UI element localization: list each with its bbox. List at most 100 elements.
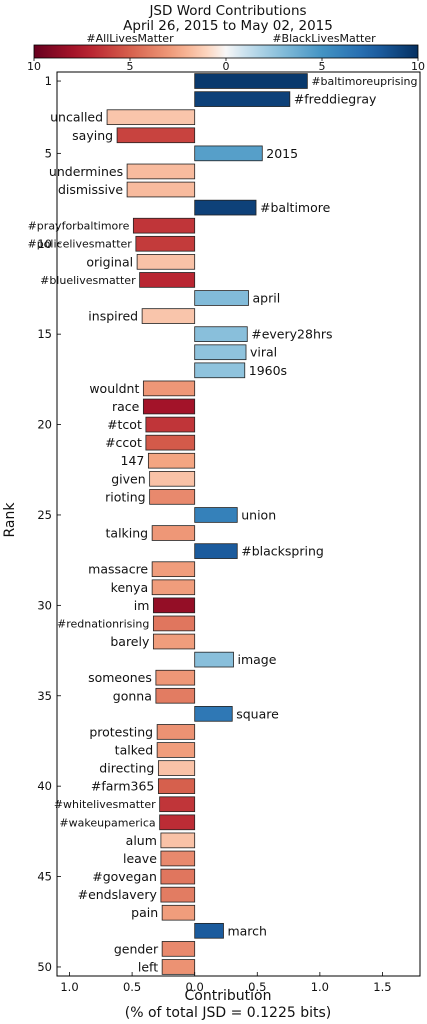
bar-label-34: someones (88, 670, 152, 685)
plot-area: #baltimoreuprising #freddiegray uncalled sa… (27, 71, 421, 994)
y-tick-label: 30 (37, 598, 52, 612)
bar-label-45: #govegan (92, 869, 157, 884)
bar-label-14: inspired (88, 309, 138, 324)
bar-label-47: pain (131, 905, 158, 920)
bar-label-3: uncalled (50, 110, 103, 125)
x-tick-label: 0.5 (248, 980, 266, 994)
bar-label-15: #every28hrs (251, 327, 332, 342)
bar-2 (194, 91, 291, 107)
bar-39 (157, 760, 196, 776)
bar-34 (155, 669, 196, 686)
bar-11 (136, 254, 196, 270)
bar-label-12: #bluelivesmatter (40, 274, 136, 287)
x-axis-label: Contribution (185, 988, 272, 1004)
bar-4 (116, 127, 196, 144)
bar-10 (135, 235, 196, 252)
bar-label-23: given (111, 471, 145, 486)
bar-label-4: saying (72, 128, 113, 143)
bar-32 (152, 633, 196, 650)
bar-label-16: viral (250, 345, 277, 360)
bar-label-37: protesting (89, 724, 153, 739)
plot-frame (56, 71, 421, 977)
bar-label-28: massacre (88, 562, 148, 577)
bar-label-17: 1960s (249, 363, 287, 378)
bar-label-1: #baltimoreuprising (311, 75, 417, 88)
bar-9 (132, 217, 196, 234)
bar-17 (194, 362, 246, 379)
bar-44 (160, 850, 196, 867)
x-tick-label: 1.5 (373, 980, 391, 994)
bar-46 (160, 886, 196, 903)
bar-49 (161, 941, 196, 957)
bar-label-24: rioting (105, 489, 146, 504)
y-tick-label: 40 (37, 779, 52, 793)
bar-label-30: im (134, 598, 150, 613)
bar-36 (194, 706, 233, 722)
bar-label-41: #whitelivesmatter (54, 798, 156, 811)
bar-3 (106, 109, 196, 126)
colorbar-tick-label: 0 (223, 60, 230, 73)
bar-16 (194, 344, 247, 361)
bar-45 (160, 868, 196, 885)
bar-6 (126, 163, 196, 180)
bar-30 (152, 597, 196, 614)
colorbar-tick-label: 10 (411, 60, 425, 73)
bar-50 (161, 959, 196, 975)
chart-title: JSD Word Contributions (148, 3, 306, 19)
bar-5 (194, 145, 263, 162)
bar-41 (159, 796, 196, 813)
bar-label-7: dismissive (58, 182, 123, 197)
bar-25 (194, 507, 238, 523)
bar-label-32: barely (110, 634, 150, 649)
bar-label-38: talked (115, 743, 153, 758)
bar-42 (159, 814, 196, 831)
bar-label-26: talking (106, 526, 149, 541)
bar-label-39: directing (99, 761, 154, 776)
colorbar-tick-label: 5 (127, 60, 134, 73)
bar-12 (139, 272, 196, 288)
bar-label-21: #ccot (105, 435, 142, 450)
x-axis-label-secondary: (% of total JSD = 0.1225 bits) (125, 1005, 332, 1021)
x-tick-label: 0.5 (123, 980, 141, 994)
bar-label-33: image (237, 652, 276, 667)
bar-label-11: original (86, 254, 133, 269)
bar-14 (141, 308, 196, 324)
y-tick-label: 45 (37, 870, 52, 884)
bar-label-43: alum (126, 833, 157, 848)
bar-label-46: #endslavery (78, 887, 158, 902)
bar-label-29: kenya (111, 580, 148, 595)
colorbar: 10 5 0 5 10 (27, 44, 425, 73)
bar-label-25: union (241, 507, 276, 522)
bar-38 (156, 742, 196, 758)
x-tick-label: 1.0 (60, 980, 78, 994)
bar-label-27: #blackspring (241, 544, 324, 559)
bar-label-44: leave (123, 851, 157, 866)
colorbar-tick-label: 5 (319, 60, 326, 73)
bar-label-48: march (227, 923, 267, 938)
y-tick-label: 5 (45, 146, 52, 160)
bar-22 (147, 452, 196, 469)
chart-subtitle: April 26, 2015 to May 02, 2015 (123, 18, 333, 34)
bar-label-8: #baltimore (260, 200, 331, 215)
bar-label-50: left (138, 959, 158, 974)
bar-37 (156, 724, 196, 740)
bar-label-42: #wakeupamerica (59, 816, 155, 829)
bar-label-49: gender (114, 941, 159, 956)
bar-8 (194, 199, 257, 216)
bar-label-13: april (253, 291, 281, 306)
colorbar-gradient (33, 44, 419, 59)
bar-23 (149, 470, 196, 487)
colorbar-left-label: #AllLivesMatter (86, 32, 174, 45)
bar-15 (194, 326, 248, 342)
bar-29 (151, 579, 196, 596)
bar-label-31: #rednationrising (57, 617, 149, 630)
bar-48 (194, 922, 224, 939)
y-tick-label: 50 (37, 960, 52, 974)
bar-31 (152, 615, 196, 632)
y-axis-label: Rank (2, 502, 18, 538)
x-tick-label: 0.0 (186, 980, 204, 994)
bar-label-9: #prayforbaltimore (28, 220, 130, 233)
bar-label-6: undermines (49, 164, 123, 179)
y-tick-label: 25 (37, 508, 52, 522)
bar-label-20: #tcot (107, 417, 142, 432)
